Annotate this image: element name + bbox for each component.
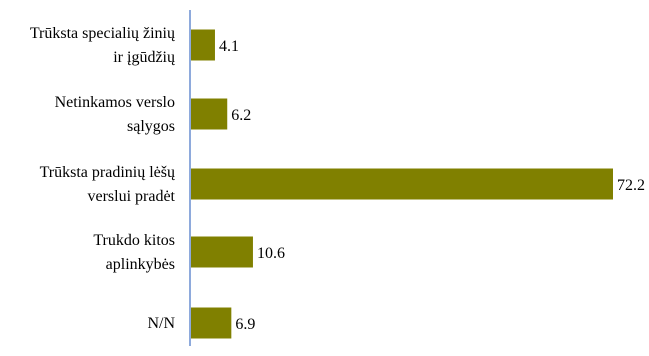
category-label-2-line-2: sąlygos [127,118,175,135]
category-label-2-line-1: Netinkamos verslo [55,94,175,111]
bar-3 [191,168,613,200]
category-label-4-line-2: aplinkybės [106,256,175,273]
bar-4 [191,236,253,268]
value-label-4: 10.6 [257,245,285,262]
value-label-2: 6.2 [231,107,251,124]
category-label-5-line-1: N/N [147,315,175,332]
category-label-3-line-1: Trūksta pradinių lėšų [40,164,176,181]
value-label-1: 4.1 [219,38,239,55]
category-label-4-line-1: Trukdo kitos [93,232,175,249]
bar-5 [191,307,232,339]
category-label-3-line-2: verslui pradėt [87,188,175,205]
category-label-1-line-1: Trūksta specialių žinių [30,25,176,42]
value-label-5: 6.9 [235,316,255,333]
bar-1 [191,29,215,61]
value-label-3: 72.2 [617,177,645,194]
bar-2 [191,98,228,130]
category-label-1-line-2: ir įgūdžių [113,49,176,66]
